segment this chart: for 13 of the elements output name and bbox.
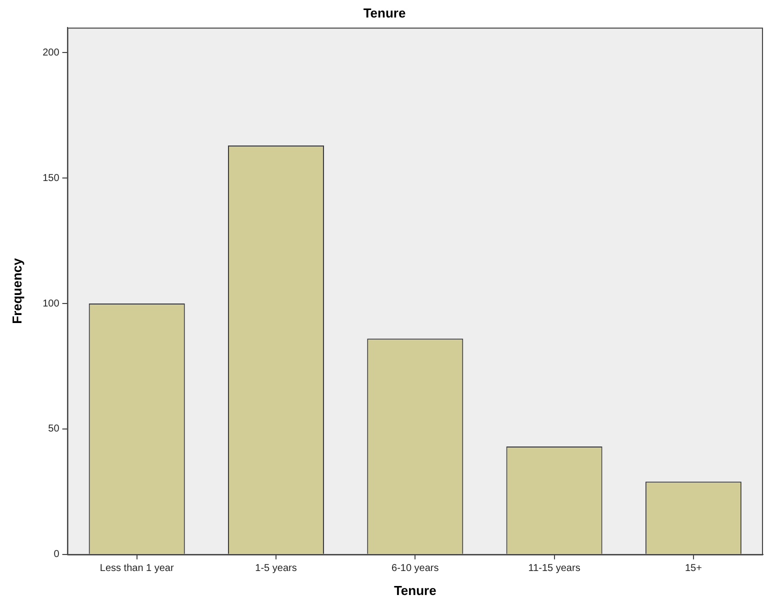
y-tick-label: 150 [42, 172, 60, 184]
y-tick-label: 0 [54, 549, 60, 560]
y-tick-label: 100 [42, 298, 60, 310]
x-tick-label: 11-15 years [528, 563, 580, 574]
x-tick-label: Less than 1 year [100, 563, 174, 574]
chart-title: Tenure [363, 5, 406, 20]
y-tick-label: 200 [42, 47, 60, 58]
x-tick-label: 6-10 years [392, 563, 439, 574]
x-tick-label: 1-5 years [255, 563, 297, 574]
x-tick-label: 15+ [684, 563, 702, 574]
y-tick-label: 50 [48, 424, 60, 435]
y-axis-title: Frequency [9, 257, 24, 324]
x-axis-title: Tenure [394, 582, 436, 598]
